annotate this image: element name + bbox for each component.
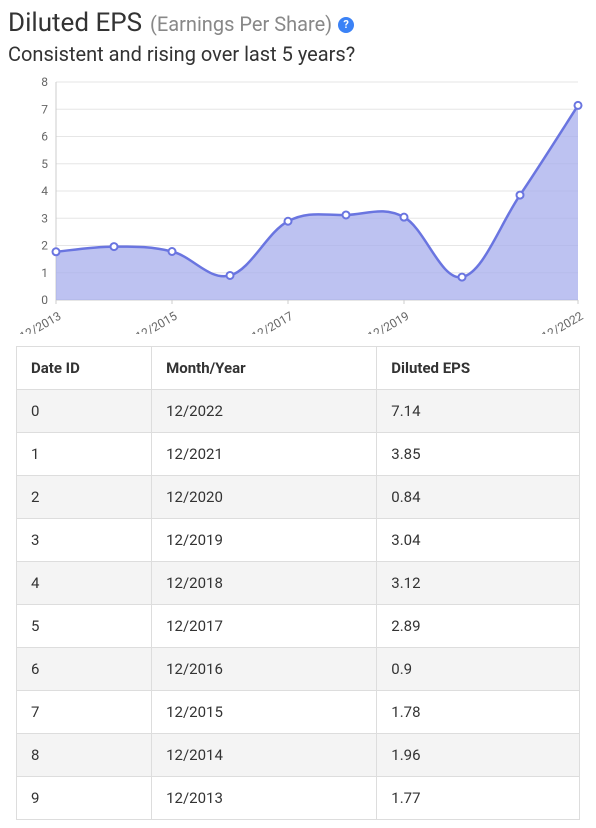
y-tick-label: 2 bbox=[41, 239, 48, 253]
table-cell: 12/2019 bbox=[152, 519, 377, 562]
table-row: 712/20151.78 bbox=[17, 691, 580, 734]
table-body: 012/20227.14112/20213.85212/20200.84312/… bbox=[17, 390, 580, 820]
page-title: Diluted EPS bbox=[8, 8, 142, 38]
table-row: 612/20160.9 bbox=[17, 648, 580, 691]
table-header-cell: Diluted EPS bbox=[377, 347, 580, 390]
table-cell: 3 bbox=[17, 519, 152, 562]
table-cell: 0 bbox=[17, 390, 152, 433]
table-row: 912/20131.77 bbox=[17, 777, 580, 820]
eps-table-wrap: Date IDMonth/YearDiluted EPS 012/20227.1… bbox=[8, 346, 588, 820]
table-cell: 12/2015 bbox=[152, 691, 377, 734]
table-cell: 3.04 bbox=[377, 519, 580, 562]
table-header-row: Date IDMonth/YearDiluted EPS bbox=[17, 347, 580, 390]
y-tick-label: 1 bbox=[41, 266, 48, 280]
table-row: 112/20213.85 bbox=[17, 433, 580, 476]
table-cell: 12/2021 bbox=[152, 433, 377, 476]
y-tick-label: 7 bbox=[41, 102, 48, 116]
table-cell: 2 bbox=[17, 476, 152, 519]
table-cell: 2.89 bbox=[377, 605, 580, 648]
table-row: 212/20200.84 bbox=[17, 476, 580, 519]
table-cell: 12/2016 bbox=[152, 648, 377, 691]
table-row: 512/20172.89 bbox=[17, 605, 580, 648]
y-tick-label: 8 bbox=[41, 75, 48, 89]
y-tick-label: 5 bbox=[41, 157, 48, 171]
table-cell: 9 bbox=[17, 777, 152, 820]
page-title-row: Diluted EPS (Earnings Per Share) ? bbox=[8, 8, 588, 38]
table-row: 412/20183.12 bbox=[17, 562, 580, 605]
chart-marker bbox=[169, 248, 176, 255]
eps-table: Date IDMonth/YearDiluted EPS 012/20227.1… bbox=[16, 346, 580, 820]
y-tick-label: 0 bbox=[41, 293, 48, 307]
eps-chart: 01234567812/201312/201512/201712/201912/… bbox=[8, 74, 588, 338]
table-cell: 1.96 bbox=[377, 734, 580, 777]
chart-marker bbox=[459, 274, 466, 281]
table-cell: 8 bbox=[17, 734, 152, 777]
table-row: 012/20227.14 bbox=[17, 390, 580, 433]
chart-marker bbox=[401, 214, 408, 221]
chart-marker bbox=[227, 272, 234, 279]
table-cell: 4 bbox=[17, 562, 152, 605]
page-subtitle: Consistent and rising over last 5 years? bbox=[8, 42, 588, 66]
table-cell: 12/2020 bbox=[152, 476, 377, 519]
table-cell: 12/2022 bbox=[152, 390, 377, 433]
table-cell: 3.85 bbox=[377, 433, 580, 476]
table-cell: 7 bbox=[17, 691, 152, 734]
table-header-cell: Date ID bbox=[17, 347, 152, 390]
table-cell: 5 bbox=[17, 605, 152, 648]
page-title-sub: (Earnings Per Share) bbox=[150, 12, 332, 36]
y-tick-label: 3 bbox=[41, 211, 48, 225]
eps-chart-svg: 01234567812/201312/201512/201712/201912/… bbox=[8, 74, 588, 334]
table-cell: 1.77 bbox=[377, 777, 580, 820]
table-row: 312/20193.04 bbox=[17, 519, 580, 562]
table-cell: 12/2018 bbox=[152, 562, 377, 605]
table-cell: 1 bbox=[17, 433, 152, 476]
table-cell: 7.14 bbox=[377, 390, 580, 433]
table-header-cell: Month/Year bbox=[152, 347, 377, 390]
chart-marker bbox=[575, 102, 582, 109]
chart-marker bbox=[111, 243, 118, 250]
table-cell: 3.12 bbox=[377, 562, 580, 605]
info-icon[interactable]: ? bbox=[338, 17, 354, 33]
table-cell: 12/2017 bbox=[152, 605, 377, 648]
chart-marker bbox=[285, 218, 292, 225]
y-tick-label: 6 bbox=[41, 130, 48, 144]
chart-marker bbox=[53, 248, 60, 255]
table-cell: 0.9 bbox=[377, 648, 580, 691]
table-cell: 1.78 bbox=[377, 691, 580, 734]
table-cell: 12/2013 bbox=[152, 777, 377, 820]
chart-marker bbox=[343, 211, 350, 218]
table-cell: 6 bbox=[17, 648, 152, 691]
chart-marker bbox=[517, 192, 524, 199]
y-tick-label: 4 bbox=[41, 184, 48, 198]
table-row: 812/20141.96 bbox=[17, 734, 580, 777]
table-cell: 0.84 bbox=[377, 476, 580, 519]
table-cell: 12/2014 bbox=[152, 734, 377, 777]
